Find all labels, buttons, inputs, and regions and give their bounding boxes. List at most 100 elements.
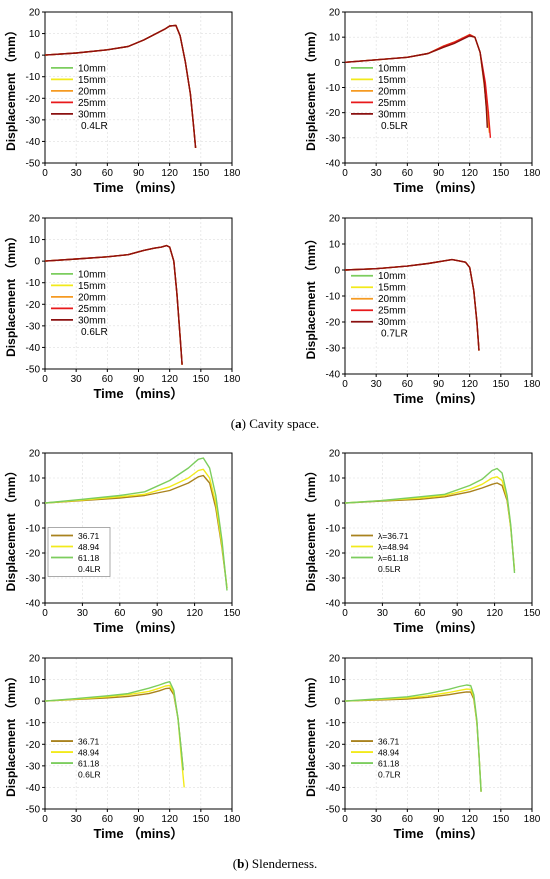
x-tick-label: 0 <box>342 168 348 179</box>
x-tick-label: 30 <box>77 608 89 619</box>
legend-label: 15mm <box>378 283 406 294</box>
series-line-5 <box>344 258 480 351</box>
x-tick-label: 90 <box>152 608 164 619</box>
y-axis-label: Displacement （mm） <box>303 24 318 151</box>
chart-panel-7: 0 30 60 90 120 150 180 20 10 0 -10 -20 -30 -40 -50 Time… <box>3 654 241 842</box>
y-tick-label: -20 <box>326 549 341 560</box>
series-line-3 <box>344 684 482 792</box>
x-tick-label: 120 <box>461 168 478 179</box>
x-axis-label: Time （mins） <box>93 180 183 195</box>
y-tick-label: -30 <box>26 115 41 126</box>
y-tick-label: -30 <box>26 321 41 332</box>
chart-panel-2: 0 30 60 90 120 150 180 20 10 0 -10 -20 -30 -40 Time （m… <box>303 8 541 196</box>
legend-label: 15mm <box>78 281 106 292</box>
x-tick-label: 0 <box>42 374 48 385</box>
chart-panel-6: 0 30 60 90 120 150 20 10 0 -10 -20 -30 -40 Time （mins… <box>303 449 541 636</box>
caption-b-text: Slenderness. <box>248 856 318 871</box>
y-tick-label: 0 <box>334 266 340 277</box>
legend-label: 30mm <box>378 109 406 120</box>
y-tick-label: -40 <box>26 783 41 794</box>
y-tick-label: -10 <box>26 718 41 729</box>
y-tick-label: 0 <box>34 697 40 708</box>
x-axis-label: Time （mins） <box>393 620 483 635</box>
x-tick-label: 90 <box>133 168 145 179</box>
y-tick-label: 10 <box>329 240 341 251</box>
x-tick-label: 60 <box>402 379 414 390</box>
caption-a-letter: a <box>235 416 242 431</box>
x-tick-label: 150 <box>492 814 509 825</box>
x-axis-label: Time （mins） <box>93 826 183 841</box>
x-tick-label: 120 <box>461 379 478 390</box>
x-tick-label: 30 <box>371 814 383 825</box>
legend-label: 36.71 <box>78 531 100 541</box>
y-tick-label: -40 <box>26 137 41 148</box>
y-tick-label: 20 <box>29 214 41 225</box>
legend-label: 61.18 <box>378 759 400 769</box>
legend-label: 20mm <box>378 86 406 97</box>
y-tick-label: 20 <box>329 654 341 665</box>
x-tick-label: 180 <box>224 168 241 179</box>
legend-label: 10mm <box>78 269 106 280</box>
y-tick-label: 0 <box>334 697 340 708</box>
y-tick-label: -20 <box>26 300 41 311</box>
y-tick-label: -30 <box>326 574 341 585</box>
series-line-3 <box>44 24 197 148</box>
y-axis-label: Displacement （mm） <box>303 670 318 797</box>
y-tick-label: 0 <box>334 58 340 69</box>
y-tick-label: -10 <box>26 72 41 83</box>
x-tick-label: 90 <box>433 814 445 825</box>
y-axis-label: Displacement （mm） <box>3 24 18 151</box>
series-line-4 <box>344 258 480 351</box>
load-ratio-annotation: 0.7LR <box>381 329 408 340</box>
chart-panel-5: 0 30 60 90 120 150 20 10 0 -10 -20 -30 -40 Time （mins… <box>3 449 241 636</box>
legend-label: 48.94 <box>78 748 100 758</box>
series-line-2 <box>344 258 480 351</box>
legend-label: 10mm <box>378 63 406 74</box>
y-tick-label: 20 <box>329 214 341 225</box>
y-tick-label: -50 <box>26 365 41 376</box>
x-axis-label: Time （mins） <box>93 620 183 635</box>
legend-label: 48.94 <box>78 542 100 552</box>
load-ratio-annotation: 0.6LR <box>81 327 108 338</box>
legend-label: 48.94 <box>378 748 400 758</box>
legend-label: λ=61.18 <box>378 553 409 563</box>
legend-label: 36.71 <box>78 737 100 747</box>
x-tick-label: 30 <box>71 168 83 179</box>
caption-a: (a) Cavity space. <box>230 416 320 431</box>
series-line-3 <box>344 35 491 133</box>
y-axis-label: Displacement （mm） <box>303 233 318 360</box>
x-tick-label: 180 <box>524 814 541 825</box>
series-line-4 <box>344 33 492 138</box>
y-axis-label: Displacement （mm） <box>3 465 18 592</box>
x-tick-label: 90 <box>452 608 464 619</box>
legend-label: 61.18 <box>78 759 100 769</box>
y-tick-label: 0 <box>34 51 40 62</box>
x-tick-label: 30 <box>71 374 83 385</box>
x-axis-label: Time （mins） <box>393 180 483 195</box>
series-line-3 <box>344 258 480 351</box>
x-tick-label: 120 <box>161 374 178 385</box>
series-line-3 <box>44 681 184 771</box>
caption-a-text: Cavity space. <box>245 416 320 431</box>
x-tick-label: 0 <box>42 168 48 179</box>
series-line-1 <box>344 258 480 351</box>
series-line-2 <box>44 244 183 365</box>
series-line-2 <box>44 24 197 148</box>
y-tick-label: 10 <box>29 29 41 40</box>
series-line-4 <box>44 244 183 365</box>
legend-label: λ=36.71 <box>378 531 409 541</box>
x-tick-label: 90 <box>133 814 145 825</box>
legend-label: λ=48.94 <box>378 542 409 552</box>
series-line-4 <box>44 24 197 148</box>
legend-label: 15mm <box>378 75 406 86</box>
x-tick-label: 180 <box>524 168 541 179</box>
series-line-2 <box>44 684 185 788</box>
y-axis-label: Displacement （mm） <box>303 465 318 592</box>
x-tick-label: 0 <box>42 814 48 825</box>
y-tick-label: 20 <box>329 449 341 460</box>
y-tick-label: -50 <box>26 159 41 170</box>
y-tick-label: 10 <box>29 235 41 246</box>
y-tick-label: -40 <box>26 343 41 354</box>
x-tick-label: 0 <box>42 608 48 619</box>
